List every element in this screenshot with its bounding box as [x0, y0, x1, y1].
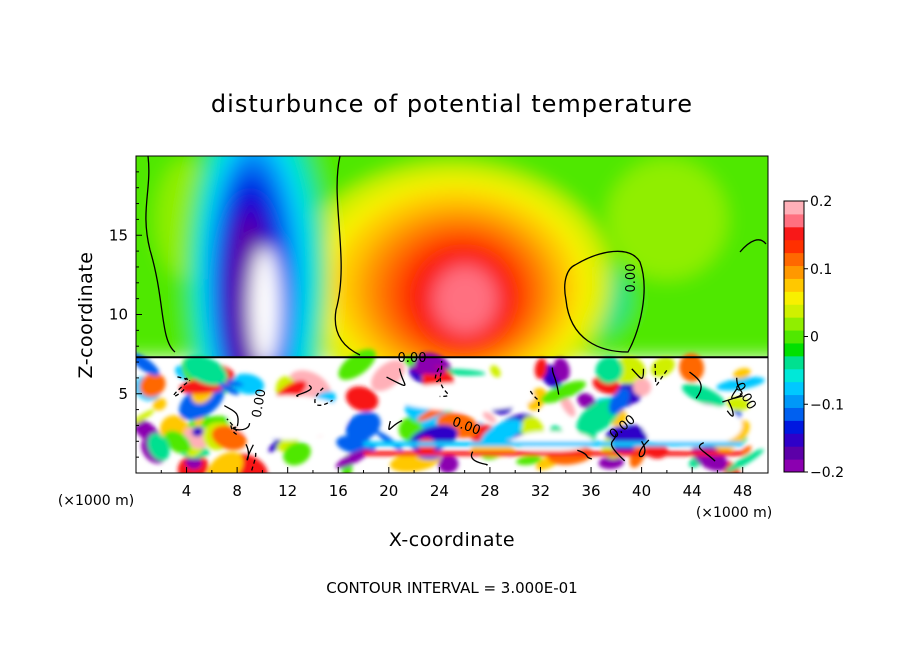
- colorbar-swatch: [784, 291, 804, 305]
- x-unit-label-right: (×1000 m): [696, 505, 772, 521]
- lower-turbulent-layer: [136, 349, 768, 473]
- y-axis: 5 10 15: [109, 171, 142, 458]
- colorbar-swatch: [784, 252, 804, 267]
- colorbar-swatch: [784, 368, 804, 383]
- contour-label: 0.00: [398, 351, 427, 366]
- x-tick-label: 24: [430, 482, 449, 500]
- colorbar-swatch: [784, 433, 804, 447]
- y-tick-label: 5: [118, 385, 128, 403]
- colorbar-swatch: [784, 304, 804, 318]
- colorbar-swatch: [784, 355, 804, 370]
- y-axis-label: Z-coordinate: [75, 252, 97, 379]
- contour-label: 0.00: [624, 264, 639, 293]
- colorbar-tick-label: −0.1: [810, 397, 844, 413]
- colorbar-swatch: [784, 459, 804, 473]
- colorbar-swatch: [784, 446, 804, 460]
- colorbar-swatch: [784, 420, 804, 434]
- chart-title: disturbunce of potential temperature: [211, 90, 693, 118]
- colorbar-swatch: [784, 330, 804, 344]
- colorbar-swatch: [784, 201, 804, 215]
- x-tick-label: 48: [733, 482, 752, 500]
- x-tick-label: 32: [531, 482, 550, 500]
- contour-label: 0.00: [250, 388, 270, 419]
- colorbar-swatch: [784, 265, 804, 279]
- colorbar-swatch: [784, 317, 804, 331]
- colorbar-swatch: [784, 342, 804, 357]
- x-unit-label-left: (×1000 m): [58, 493, 134, 509]
- x-tick-label: 20: [379, 482, 398, 500]
- colorbar-tick-label: 0: [810, 330, 819, 346]
- colorbar: 0.2 0.1 0 −0.1 −0.2: [783, 194, 844, 481]
- x-axis-label: X-coordinate: [389, 529, 515, 551]
- contour-interval-note: CONTOUR INTERVAL = 3.000E-01: [326, 579, 577, 597]
- x-axis: 4 8 12 16 20 24 28 32 36 40 44 48: [160, 467, 752, 500]
- colorbar-swatch: [784, 394, 804, 408]
- colorbar-swatch: [784, 407, 804, 421]
- x-tick-label: 16: [329, 482, 348, 500]
- colorbar-swatch: [784, 278, 804, 292]
- x-tick-label: 12: [278, 482, 297, 500]
- colorbar-swatch: [784, 226, 804, 241]
- colorbar-swatch: [784, 239, 804, 254]
- heatmap-field: 0.000.000.000.00 0.000.00: [136, 156, 768, 473]
- colorbar-tick-label: 0.2: [810, 194, 832, 210]
- x-tick-label: 36: [581, 482, 600, 500]
- colorbar-tick-label: 0.1: [810, 262, 832, 278]
- y-tick-label: 10: [109, 306, 128, 324]
- colorbar-swatch: [784, 213, 804, 228]
- x-tick-label: 28: [480, 482, 499, 500]
- colorbar-swatch: [784, 381, 804, 396]
- x-tick-label: 44: [683, 482, 702, 500]
- x-tick-label: 8: [232, 482, 242, 500]
- y-tick-label: 15: [109, 226, 128, 244]
- colorbar-tick-label: −0.2: [810, 465, 844, 481]
- x-tick-label: 40: [632, 482, 651, 500]
- x-tick-label: 4: [182, 482, 192, 500]
